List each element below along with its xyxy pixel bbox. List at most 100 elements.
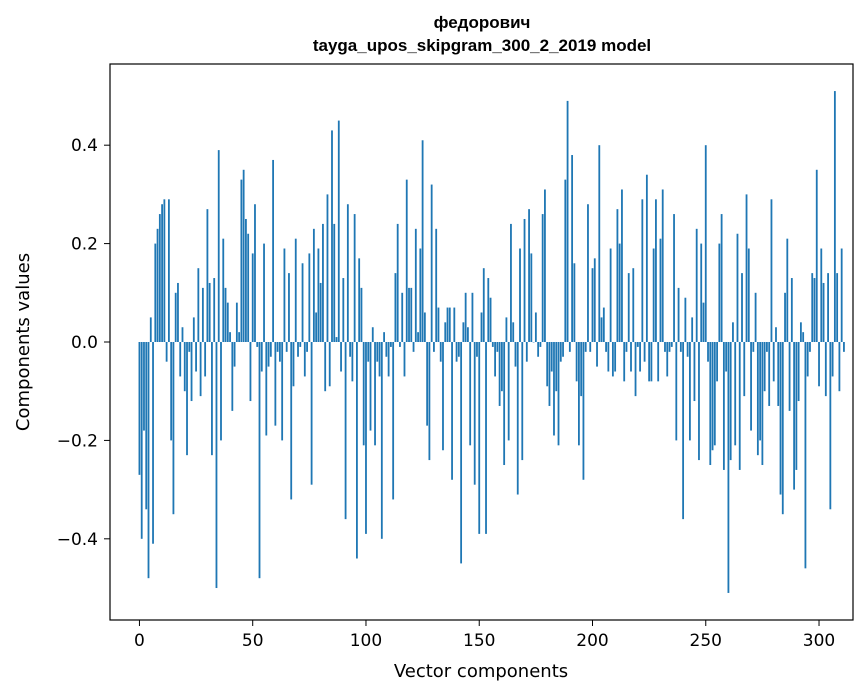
bar xyxy=(285,342,288,352)
bar xyxy=(365,342,367,534)
bar xyxy=(197,268,200,342)
bar xyxy=(394,273,397,342)
bar xyxy=(802,332,805,342)
bar xyxy=(503,342,506,466)
bar xyxy=(360,287,363,342)
bar xyxy=(693,342,696,402)
bar xyxy=(433,342,435,352)
bar xyxy=(698,342,700,461)
bar xyxy=(437,307,440,342)
bar xyxy=(684,297,687,342)
bar xyxy=(643,342,646,362)
bar xyxy=(616,209,619,342)
bar xyxy=(179,342,182,377)
bar xyxy=(829,342,832,510)
bar xyxy=(371,327,374,342)
bar xyxy=(546,342,549,387)
bar xyxy=(641,199,644,342)
bar xyxy=(691,317,694,342)
bar xyxy=(201,287,204,342)
bar xyxy=(346,204,349,342)
bar xyxy=(211,342,213,456)
bar xyxy=(809,342,811,352)
x-tick-label: 50 xyxy=(242,631,264,651)
bar xyxy=(254,204,256,342)
bar xyxy=(713,342,716,446)
bar xyxy=(788,342,791,411)
bar xyxy=(704,145,707,342)
bar xyxy=(446,307,449,342)
bar xyxy=(677,287,680,342)
bar xyxy=(777,342,780,406)
bar xyxy=(410,287,413,342)
bar xyxy=(183,342,186,392)
bar xyxy=(299,342,302,347)
bar xyxy=(419,248,422,342)
bar xyxy=(229,332,231,342)
bar xyxy=(303,342,306,377)
bar xyxy=(559,342,562,362)
bar xyxy=(534,312,537,342)
bar-series xyxy=(138,91,845,593)
bar xyxy=(840,248,843,342)
bar xyxy=(661,189,664,342)
bar xyxy=(700,243,703,342)
bar xyxy=(473,342,476,485)
bar xyxy=(369,342,372,431)
bar xyxy=(349,342,352,357)
bar xyxy=(340,342,342,372)
bar xyxy=(476,342,478,357)
x-tick-label: 100 xyxy=(350,631,382,651)
bar xyxy=(632,268,635,342)
bar xyxy=(177,282,179,342)
bar xyxy=(611,342,614,377)
bar xyxy=(480,312,483,342)
bar xyxy=(822,282,825,342)
bar xyxy=(589,342,592,352)
bar xyxy=(679,342,682,352)
bar xyxy=(482,268,485,342)
bar xyxy=(494,342,496,377)
bar xyxy=(614,342,617,372)
bar xyxy=(754,292,757,342)
bar xyxy=(818,342,820,387)
y-tick-label: 0.2 xyxy=(71,235,98,255)
bar xyxy=(598,145,601,342)
bar xyxy=(630,342,632,372)
bar xyxy=(752,342,755,352)
bar xyxy=(793,342,796,490)
bar xyxy=(301,263,304,342)
bar xyxy=(161,204,163,342)
bar xyxy=(673,214,675,342)
bar xyxy=(659,238,662,342)
bar xyxy=(423,312,426,342)
bar xyxy=(500,342,503,392)
bar xyxy=(464,292,467,342)
bar xyxy=(457,342,460,357)
bar xyxy=(707,342,709,362)
bar xyxy=(729,342,732,461)
bar xyxy=(743,342,746,397)
chart-subtitle: tayga_upos_skipgram_300_2_2019 model xyxy=(313,36,651,55)
bar xyxy=(539,342,542,347)
bar xyxy=(544,189,546,342)
bar xyxy=(435,228,438,342)
bar xyxy=(548,342,551,406)
bar xyxy=(557,342,560,446)
bar xyxy=(362,342,365,446)
bar xyxy=(272,159,274,342)
bar xyxy=(172,342,175,515)
bar xyxy=(405,179,408,342)
bar xyxy=(442,342,444,451)
bar xyxy=(550,342,553,372)
bar xyxy=(738,342,741,470)
bar xyxy=(725,342,728,372)
bar xyxy=(471,292,474,342)
bar xyxy=(258,342,261,579)
bar xyxy=(140,342,143,539)
bar xyxy=(745,194,748,342)
bar xyxy=(781,342,784,515)
bar xyxy=(444,322,447,342)
bar xyxy=(462,322,465,342)
bar xyxy=(489,297,492,342)
